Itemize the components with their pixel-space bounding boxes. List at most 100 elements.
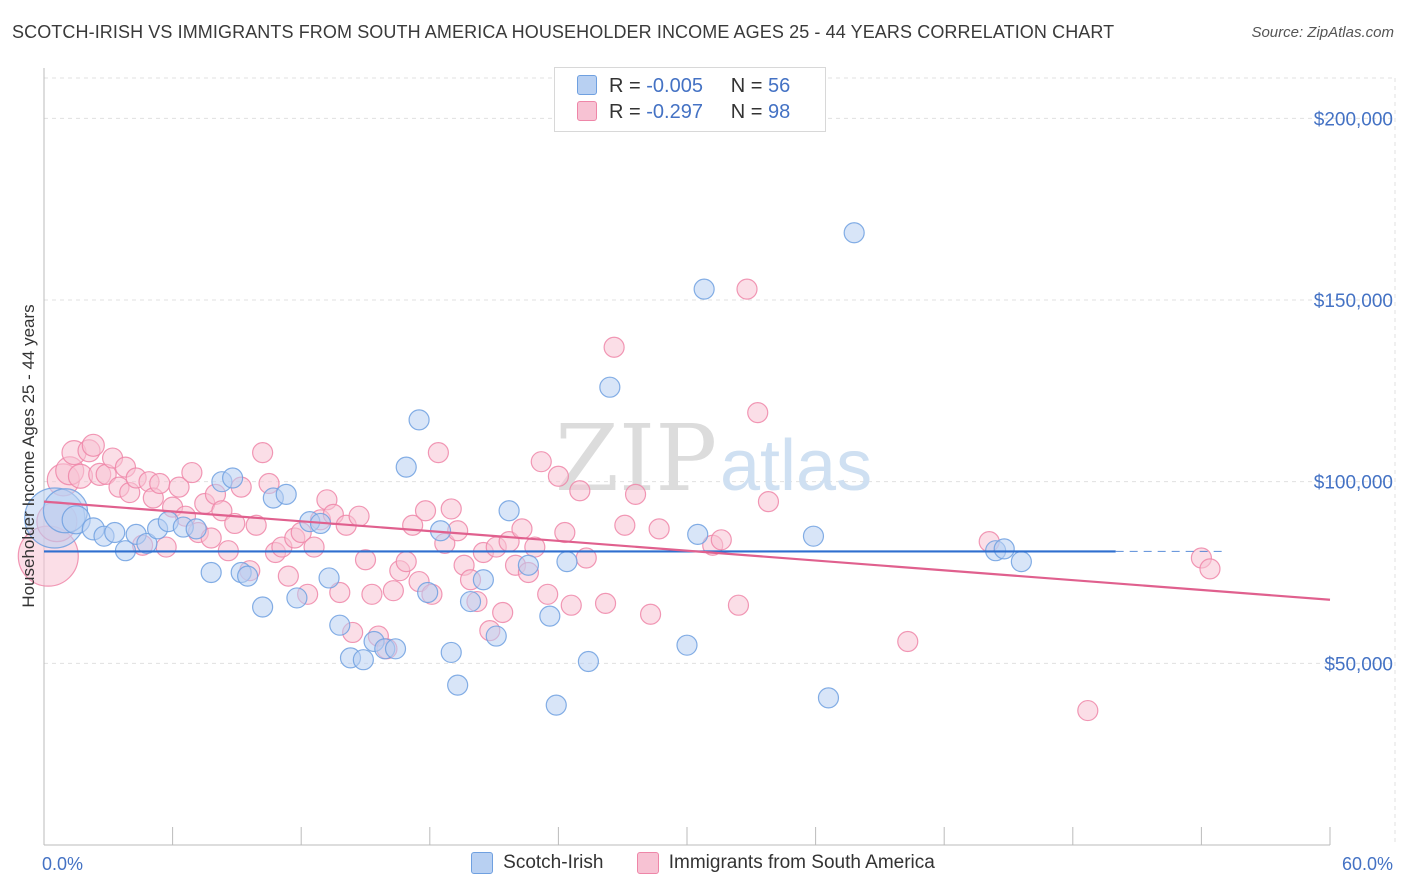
data-point [594,592,617,614]
data-point [492,601,514,624]
legend-row-immigrants: R = -0.297 N = 98 [577,101,790,127]
series-legend: Scotch-Irish Immigrants from South Ameri… [0,852,1406,880]
x-tick-label: 0.0% [42,854,83,874]
data-point [136,532,158,555]
legend-n-label: N = [730,101,769,123]
chart-title: SCOTCH-IRISH VS IMMIGRANTS FROM SOUTH AM… [12,22,1115,42]
watermark: ZIP atlas [555,405,872,512]
data-point [1010,550,1032,573]
data-point [348,505,370,527]
legend-swatch-pink [577,101,597,121]
data-point [361,583,383,605]
legend-n-value: 98 [768,101,791,123]
data-point [222,467,244,489]
data-point [104,521,126,544]
data-point [897,630,919,653]
data-point [417,581,439,604]
data-point [384,638,407,660]
data-point [614,514,636,536]
data-point [181,461,203,484]
data-point [155,536,177,558]
data-point [537,583,559,605]
legend-item-immigrants: Immigrants from South America [636,852,935,874]
data-point [286,587,308,609]
data-point [277,565,299,587]
correlation-legend: R = -0.005 N = 56 R = -0.297 N = 98 [554,67,826,132]
legend-swatch-blue [577,75,597,95]
data-point [547,465,570,487]
y-tick-label: $200,000 [1314,109,1393,130]
data-point [736,278,758,300]
x-tick-labels: 0.0% 60.0% [42,854,1393,874]
data-point [569,480,591,502]
data-point [530,451,552,473]
data-point [577,650,600,673]
data-point [245,514,267,536]
data-point [352,649,374,671]
data-point [395,550,417,573]
axes [43,68,1331,846]
y-tick-label: $100,000 [1314,473,1393,494]
data-point [395,456,417,478]
data-point [517,554,539,576]
data-point [1077,699,1099,722]
data-point [252,442,274,464]
data-point [414,500,437,522]
data-point [727,594,750,616]
data-point [560,594,582,616]
data-point [687,523,709,545]
legend-swatch-blue [471,852,494,874]
data-point [802,525,825,547]
data-point [459,590,482,613]
data-point [81,433,105,457]
trend-lines [43,500,1331,601]
data-point [624,483,647,505]
data-point [556,550,578,573]
x-tick-label: 60.0% [1342,854,1393,874]
data-point [554,521,576,544]
trend-line-immigrants [43,500,1331,601]
data-point [843,222,865,244]
data-point [382,580,404,602]
data-point [676,634,698,656]
data-point [427,442,449,464]
data-point [185,518,207,540]
data-point [408,409,430,431]
data-point [329,614,351,636]
data-point [237,565,259,587]
legend-label-immigrants: Immigrants from South America [668,852,935,873]
legend-r-label: R = [609,75,647,97]
y-tick-labels: $50,000 $100,000 $150,000 $200,000 [1314,109,1393,675]
legend-r-value: -0.297 [646,101,703,123]
legend-item-scotch-irish: Scotch-Irish [471,852,603,874]
legend-r-value: -0.005 [646,75,703,97]
series-scotch-irish [24,222,1032,716]
data-point [539,605,561,627]
legend-n-value: 56 [768,75,791,97]
data-point [318,567,340,589]
data-point [498,500,520,522]
data-point [224,512,246,535]
data-point [200,561,222,584]
data-point [545,694,567,716]
legend-row-scotch-irish: R = -0.005 N = 56 [577,75,790,101]
data-point [747,402,769,424]
y-tick-label: $150,000 [1314,291,1393,312]
data-point [710,529,732,551]
data-point [603,336,625,358]
data-point [440,641,462,664]
data-point [303,536,325,558]
data-point [1199,558,1221,580]
data-point [485,625,507,647]
watermark-atlas: atlas [720,426,872,506]
data-point [168,476,190,498]
data-point [757,491,780,513]
y-axis-label: Householder Income Ages 25 - 44 years [19,304,38,607]
chart-source: Source: ZipAtlas.com [1251,24,1394,41]
data-point [447,674,469,696]
data-point [275,483,297,505]
data-point [817,687,840,709]
legend-r-label: R = [609,101,647,123]
data-point [599,376,621,398]
